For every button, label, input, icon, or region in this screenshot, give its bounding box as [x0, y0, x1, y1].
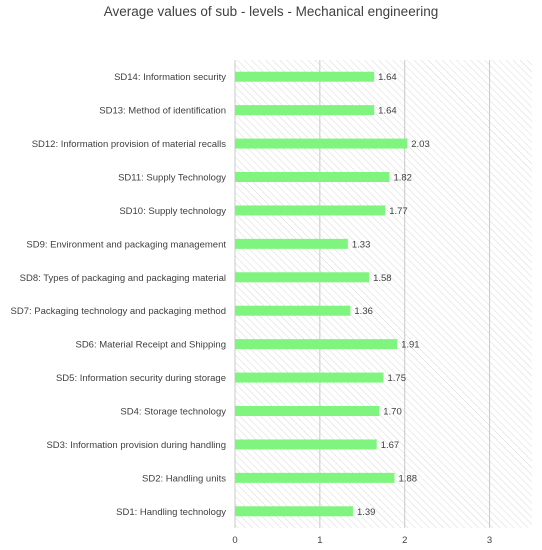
bar	[235, 305, 351, 316]
value-label: 1.67	[381, 440, 400, 451]
gridlines	[234, 60, 491, 528]
labels: 0 1 2 3 SD14: Information security 1.64 SD13: …	[11, 72, 493, 546]
category-label: SD13: Method of identification	[99, 106, 226, 117]
bar	[235, 372, 384, 383]
x-tick-label: 1	[317, 535, 322, 546]
category-label: SD9: Environment and packaging managemen…	[26, 239, 226, 250]
plot-area	[235, 60, 532, 528]
bar	[235, 172, 390, 182]
bar	[235, 406, 380, 416]
category-label: SD10: Supply technology	[119, 206, 226, 217]
bars	[235, 71, 408, 517]
category-label: SD3: Information provision during handli…	[46, 440, 226, 451]
bar	[235, 506, 353, 517]
bar	[235, 138, 408, 149]
category-label: SD4: Storage technology	[120, 407, 226, 418]
bar	[235, 272, 370, 283]
category-label: SD11: Supply Technology	[118, 173, 226, 184]
value-label: 1.82	[393, 173, 412, 184]
value-label: 1.91	[401, 340, 420, 351]
bar	[235, 439, 377, 450]
category-label: SD5: Information security during storage	[56, 373, 226, 384]
category-label: SD12: Information provision of material …	[32, 139, 227, 150]
category-label: SD2: Handling units	[142, 473, 226, 484]
category-label: SD1: Handling technology	[116, 507, 226, 518]
x-tick-label: 2	[402, 535, 407, 546]
value-label: 1.88	[399, 473, 418, 484]
value-label: 1.64	[378, 106, 397, 117]
category-label: SD7: Packaging technology and packaging …	[11, 306, 226, 317]
category-label: SD6: Material Receipt and Shipping	[75, 340, 226, 351]
bar	[235, 205, 386, 216]
chart-title: Average values of sub - levels - Mechani…	[103, 4, 439, 19]
bar	[235, 238, 348, 249]
value-label: 1.64	[378, 72, 397, 83]
category-label: SD8: Types of packaging and packaging ma…	[20, 273, 226, 284]
value-label: 1.33	[352, 239, 371, 250]
x-tick-label: 0	[232, 535, 237, 546]
value-label: 1.75	[388, 373, 407, 384]
value-label: 1.70	[383, 407, 402, 418]
value-label: 1.36	[354, 306, 373, 317]
bar	[235, 339, 398, 350]
bar	[235, 105, 375, 116]
value-label: 2.03	[411, 139, 430, 150]
value-label: 1.77	[389, 206, 408, 217]
category-label: SD14: Information security	[114, 72, 226, 83]
bar	[235, 472, 395, 483]
bar	[235, 71, 375, 82]
value-label: 1.39	[357, 507, 376, 518]
x-tick-label: 3	[487, 535, 492, 546]
value-label: 1.58	[373, 273, 392, 284]
